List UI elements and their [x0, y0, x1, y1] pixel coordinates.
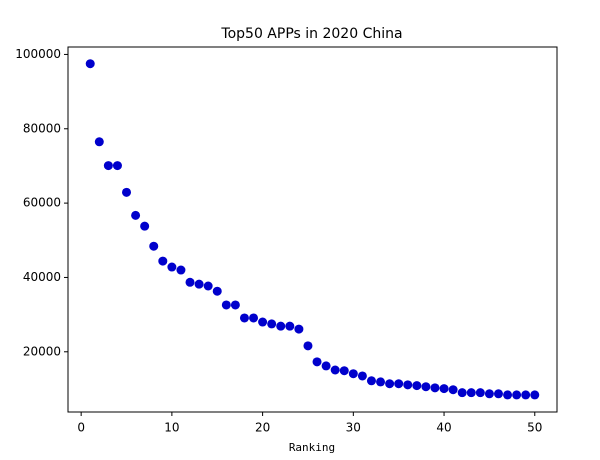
point [330, 365, 340, 375]
point [140, 221, 150, 231]
point [493, 389, 503, 399]
point [230, 300, 240, 310]
point [303, 341, 313, 351]
y-tick-label: 60000 [23, 196, 61, 210]
point [512, 390, 522, 400]
y-tick-label: 80000 [23, 121, 61, 135]
point [466, 388, 476, 398]
point [385, 379, 395, 389]
point [94, 137, 104, 147]
point [484, 389, 494, 399]
point [430, 383, 440, 393]
point [285, 321, 295, 331]
point [112, 161, 122, 171]
x-tick-label: 10 [164, 421, 179, 435]
point [339, 366, 349, 376]
y-tick-label: 40000 [23, 270, 61, 284]
point [421, 382, 431, 392]
point [530, 390, 540, 400]
x-tick-label: 50 [527, 421, 542, 435]
y-tick-label: 20000 [23, 344, 61, 358]
y-tick-label: 100000 [15, 47, 61, 61]
point [249, 313, 259, 323]
point [448, 385, 458, 395]
point [203, 281, 213, 291]
point [176, 265, 186, 275]
x-tick-label: 40 [436, 421, 451, 435]
point [475, 388, 485, 398]
point [412, 381, 422, 391]
point [457, 388, 467, 398]
point [503, 390, 513, 400]
point [403, 380, 413, 390]
x-tick-label: 0 [77, 421, 85, 435]
x-axis-label: Ranking [289, 441, 335, 454]
point [294, 324, 304, 334]
point [267, 319, 277, 329]
point [221, 300, 231, 310]
point [366, 376, 376, 386]
point [103, 161, 113, 171]
plot-frame [67, 46, 558, 413]
point [394, 379, 404, 389]
point [258, 317, 268, 327]
point [521, 390, 531, 400]
point [194, 279, 204, 289]
point [167, 262, 177, 272]
point [312, 357, 322, 367]
point [376, 377, 386, 387]
point [158, 256, 168, 266]
x-tick-label: 30 [346, 421, 361, 435]
point [357, 371, 367, 381]
point [185, 277, 195, 287]
point [348, 369, 358, 379]
point [212, 286, 222, 296]
point [439, 384, 449, 394]
point [131, 210, 141, 220]
point [239, 313, 249, 323]
x-tick-label: 20 [255, 421, 270, 435]
chart-title: Top50 APPs in 2020 China [220, 26, 402, 42]
point [321, 361, 331, 371]
point [276, 321, 286, 331]
point [122, 187, 132, 197]
point [85, 59, 95, 69]
point [149, 241, 159, 251]
